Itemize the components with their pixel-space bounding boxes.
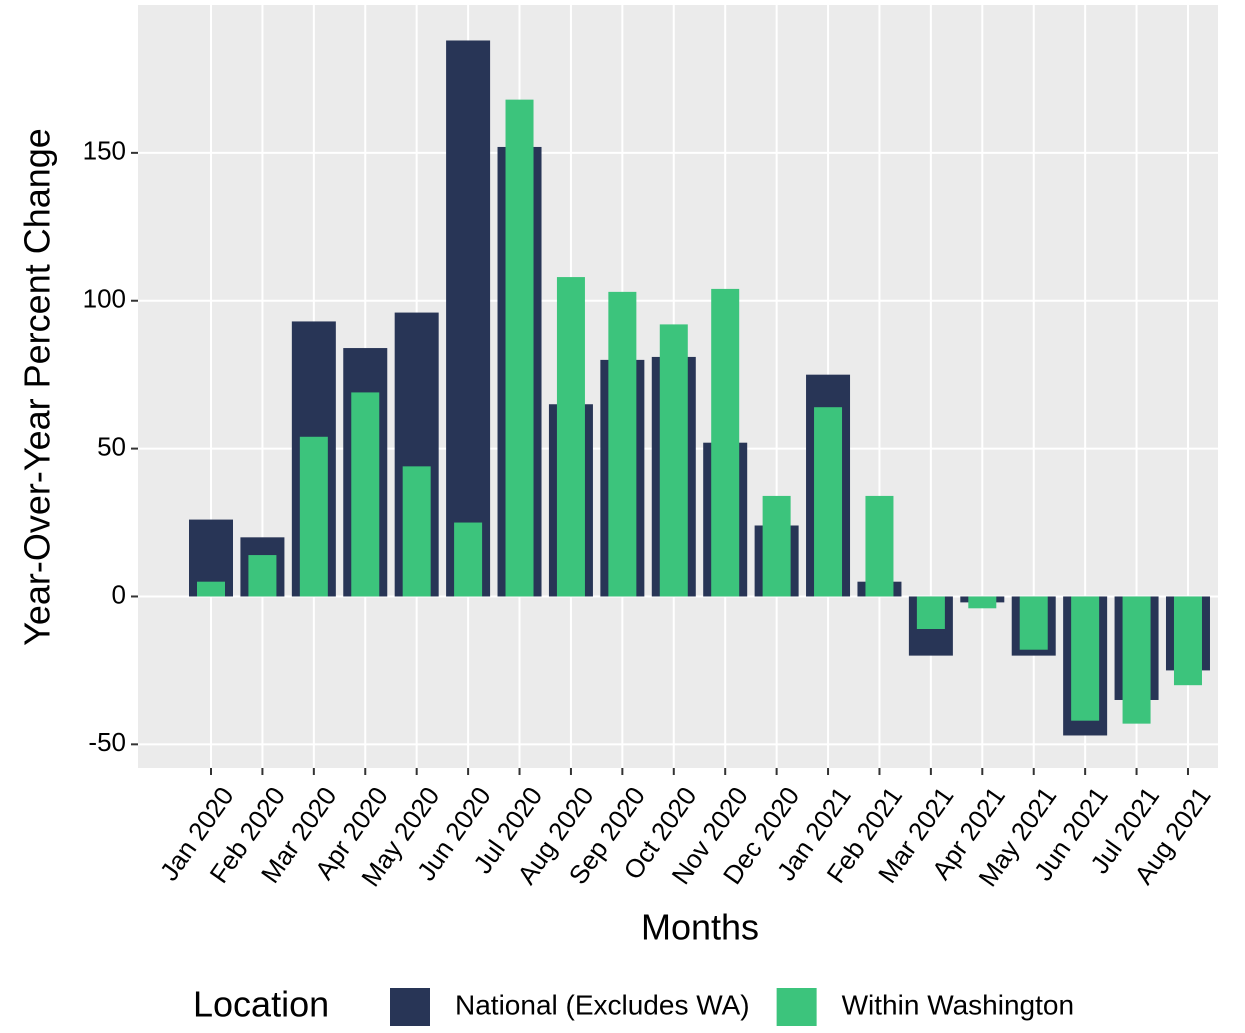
bar (865, 495, 894, 597)
bar (299, 436, 328, 597)
bar (402, 466, 431, 597)
bar (446, 40, 491, 597)
bar (1071, 596, 1100, 721)
bar (248, 555, 277, 597)
bar (1173, 596, 1202, 686)
bar (505, 99, 534, 597)
legend-label: Within Washington (842, 989, 1074, 1020)
bar (1122, 596, 1151, 724)
y-axis-title: Year-Over-Year Percent Change (17, 128, 58, 646)
y-tick-label: 0 (112, 579, 126, 609)
y-tick-label: 50 (97, 431, 126, 461)
bar (968, 596, 997, 609)
y-tick-label: 100 (83, 284, 126, 314)
bar (351, 392, 380, 597)
bar (711, 288, 740, 597)
bar (1019, 596, 1048, 650)
bar (916, 596, 945, 630)
x-axis-title: Months (641, 907, 759, 948)
bar (454, 522, 483, 597)
legend-title: Location (193, 984, 329, 1025)
legend-swatch (776, 988, 817, 1026)
bar (814, 407, 843, 597)
bar (556, 277, 585, 597)
legend-swatch (390, 988, 430, 1026)
bar (197, 581, 225, 597)
bar (659, 324, 688, 597)
bar (608, 291, 637, 597)
y-tick-label: -50 (88, 727, 126, 757)
y-tick-label: 150 (83, 136, 126, 166)
legend-label: National (Excludes WA) (455, 989, 750, 1020)
bar (762, 495, 791, 597)
